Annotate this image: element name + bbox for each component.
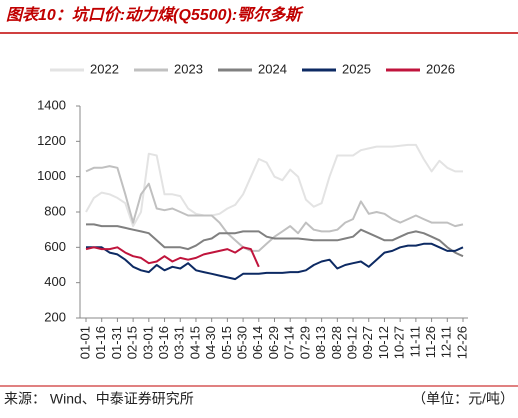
x-tick-label: 09-12 <box>344 326 359 359</box>
x-tick-label: 05-15 <box>219 326 234 359</box>
source: 来源： Wind、中泰证券研究所 <box>4 391 194 407</box>
y-tick-label: 800 <box>44 203 66 218</box>
x-tick-label: 11-11 <box>407 326 422 357</box>
x-tick-label: 12-11 <box>439 326 454 358</box>
x-tick-label: 05-30 <box>235 326 250 359</box>
x-tick-label: 02-15 <box>125 326 140 359</box>
unit: （单位：元/吨） <box>412 391 514 407</box>
series-line <box>85 165 464 252</box>
x-tick-label: 10-12 <box>376 326 391 359</box>
x-tick-label: 11-26 <box>423 326 438 358</box>
legend-label: 2026 <box>426 61 455 76</box>
x-tick-label: 01-01 <box>77 326 92 359</box>
x-tick-label: 10-27 <box>392 326 407 359</box>
x-tick-label: 03-31 <box>172 326 187 359</box>
y-tick-label: 200 <box>44 309 66 324</box>
x-tick-label: 09-27 <box>360 326 375 359</box>
x-tick-label: 07-14 <box>282 326 297 359</box>
x-tick-label: 03-01 <box>140 326 155 359</box>
y-tick-label: 400 <box>44 274 66 289</box>
y-tick-label: 1200 <box>37 133 66 148</box>
x-tick-label: 01-31 <box>109 326 124 359</box>
y-tick-label: 1400 <box>37 97 66 112</box>
x-tick-label: 04-30 <box>203 326 218 359</box>
y-tick-label: 600 <box>44 239 66 254</box>
chart-title: 图表10：坑口价:动力煤(Q5500):鄂尔多斯 <box>6 6 304 24</box>
series-line <box>85 246 260 268</box>
x-tick-label: 04-15 <box>187 326 202 359</box>
x-tick-label: 08-13 <box>313 326 328 359</box>
x-tick-label: 07-29 <box>297 326 312 359</box>
x-tick-label: 06-29 <box>266 326 281 359</box>
legend-label: 2022 <box>90 61 119 76</box>
x-tick-label: 03-16 <box>156 326 171 359</box>
x-tick-label: 06-14 <box>250 326 265 359</box>
x-tick-label: 08-28 <box>329 326 344 359</box>
x-tick-label: 01-16 <box>93 326 108 359</box>
series-line <box>86 223 464 258</box>
series-line <box>85 143 463 228</box>
series-line <box>86 242 464 281</box>
x-tick-label: 12-26 <box>454 326 469 359</box>
legend-label: 2024 <box>258 61 287 76</box>
legend-label: 2025 <box>342 61 371 76</box>
y-tick-label: 1000 <box>37 168 66 183</box>
legend-label: 2023 <box>174 61 203 76</box>
